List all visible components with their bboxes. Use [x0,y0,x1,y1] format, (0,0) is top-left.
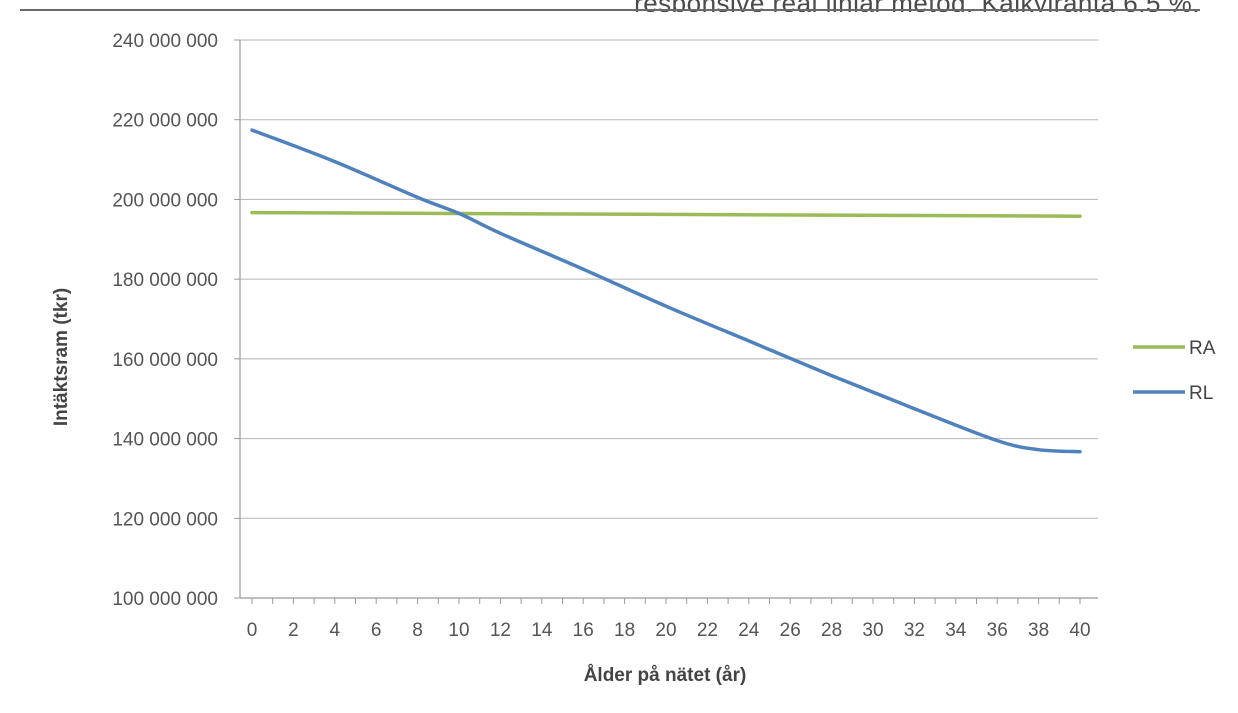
x-tick-label: 10 [448,620,469,641]
x-tick-label: 18 [614,620,635,641]
y-tick-label: 120 000 000 [112,509,218,530]
x-tick-label: 16 [573,620,594,641]
x-tick-label: 2 [288,620,299,641]
legend-label-rl: RL [1189,383,1213,404]
series-lines [250,128,1082,454]
legend-label-ra: RA [1189,338,1216,359]
x-tick-label: 36 [987,620,1008,641]
x-tick-label: 8 [412,620,423,641]
tick-labels: 100 000 000 120 000 000 140 000 000 160 000… [112,31,1090,641]
x-tick-label: 24 [738,620,760,641]
legend: RA RL [1133,338,1216,404]
gridlines [240,39,1098,519]
series-line-rl [250,128,1082,454]
caption-underline [20,9,1200,11]
y-tick-label: 220 000 000 [112,111,218,132]
y-tick-label: 160 000 000 [112,350,218,371]
y-axis-title: Intäktsram (tkr) [51,288,72,426]
y-tick-label: 200 000 000 [112,190,218,211]
x-tick-label: 22 [697,620,718,641]
y-tick-label: 140 000 000 [112,430,218,451]
x-tick-label: 12 [490,620,511,641]
x-tick-label: 30 [862,620,883,641]
y-tick-label: 100 000 000 [112,589,218,610]
x-tick-label: 26 [780,620,801,641]
axes [234,39,1098,604]
x-tick-label: 38 [1028,620,1049,641]
y-tick-label: 240 000 000 [112,31,218,52]
x-tick-label: 40 [1069,620,1090,641]
x-tick-label: 32 [904,620,925,641]
x-tick-label: 34 [945,620,967,641]
x-tick-label: 6 [371,620,382,641]
x-tick-label: 20 [655,620,676,641]
x-tick-label: 0 [247,620,258,641]
x-tick-label: 4 [330,620,341,641]
x-axis-title: Ålder på nätet (år) [584,665,747,686]
y-tick-label: 180 000 000 [112,270,218,291]
x-tick-label: 14 [531,620,553,641]
x-tick-label: 28 [821,620,842,641]
series-line-ra [250,210,1082,218]
